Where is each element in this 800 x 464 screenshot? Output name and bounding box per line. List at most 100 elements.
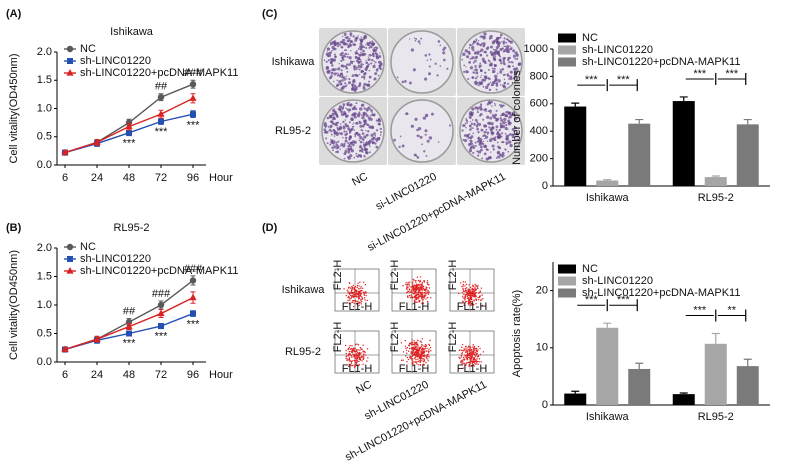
event — [475, 295, 477, 298]
event — [427, 289, 429, 292]
colony — [327, 59, 330, 62]
legend-label: NC — [582, 263, 598, 275]
event — [461, 343, 464, 346]
event — [414, 295, 417, 298]
colony — [424, 133, 427, 136]
event — [415, 288, 417, 290]
colony — [334, 55, 337, 58]
event — [423, 359, 425, 361]
colony — [437, 40, 441, 43]
event — [358, 285, 360, 287]
colony — [365, 59, 367, 62]
colony — [349, 34, 352, 37]
marker — [126, 330, 132, 337]
colony — [422, 116, 426, 120]
event — [472, 353, 474, 355]
colony — [378, 123, 381, 126]
event — [421, 357, 424, 360]
colony — [370, 115, 372, 117]
colony — [474, 59, 477, 63]
event — [365, 294, 367, 297]
y-tick-label: 600 — [530, 98, 548, 110]
colony — [338, 80, 342, 84]
colony — [474, 124, 476, 126]
x-tick-label: 96 — [187, 369, 199, 381]
colony — [368, 143, 371, 146]
colony — [483, 75, 485, 77]
colony — [423, 150, 426, 153]
colony — [335, 143, 339, 147]
event — [419, 354, 422, 356]
colony — [476, 42, 479, 45]
event — [408, 347, 411, 350]
event — [472, 364, 474, 367]
colony — [337, 73, 340, 76]
colony — [347, 142, 350, 145]
colony — [378, 137, 381, 139]
colony — [355, 108, 358, 111]
event — [420, 341, 423, 343]
colony — [328, 76, 332, 80]
colony — [470, 127, 473, 129]
colony — [374, 46, 377, 49]
event — [353, 290, 356, 292]
colony — [514, 133, 517, 136]
event — [344, 344, 347, 347]
event — [346, 358, 348, 360]
colony — [368, 119, 371, 121]
colony — [486, 115, 490, 119]
colony — [506, 44, 510, 49]
marker — [158, 323, 164, 330]
event — [462, 281, 465, 283]
colony — [495, 82, 499, 85]
event — [362, 344, 364, 346]
colony — [464, 125, 466, 127]
event — [415, 355, 417, 358]
colony — [508, 121, 512, 125]
event — [405, 282, 407, 284]
colony — [366, 42, 370, 45]
event — [346, 289, 348, 291]
colony — [437, 141, 440, 143]
colony — [469, 128, 472, 131]
colony — [360, 147, 364, 151]
colony — [345, 49, 348, 52]
colony — [330, 133, 333, 136]
event — [362, 287, 364, 289]
event — [424, 355, 426, 357]
event — [349, 363, 352, 366]
event — [408, 283, 410, 285]
event — [474, 283, 476, 286]
colony — [346, 84, 348, 86]
event — [409, 281, 411, 283]
colony — [501, 68, 504, 71]
error-bar — [635, 362, 644, 369]
event — [462, 287, 464, 290]
colony — [474, 141, 477, 144]
event — [471, 350, 473, 353]
colony — [375, 145, 379, 149]
colony — [499, 70, 503, 74]
event — [466, 347, 468, 349]
event — [477, 345, 480, 348]
colony — [363, 34, 367, 38]
colony — [357, 133, 361, 137]
colony — [487, 158, 489, 160]
colony — [483, 152, 487, 156]
colony — [342, 136, 344, 139]
colony — [473, 40, 477, 44]
event — [422, 298, 424, 301]
colony — [494, 136, 497, 138]
x-tick-label: 24 — [91, 172, 103, 184]
x-tick-label: 72 — [155, 369, 167, 381]
event — [473, 351, 475, 353]
colony — [506, 136, 509, 139]
colony — [490, 37, 493, 40]
colony — [482, 118, 485, 121]
colony — [343, 130, 346, 133]
colony — [363, 52, 367, 56]
significance-mark: *** — [123, 338, 137, 350]
colony — [353, 43, 357, 46]
colony — [348, 111, 350, 113]
colony — [373, 47, 376, 50]
